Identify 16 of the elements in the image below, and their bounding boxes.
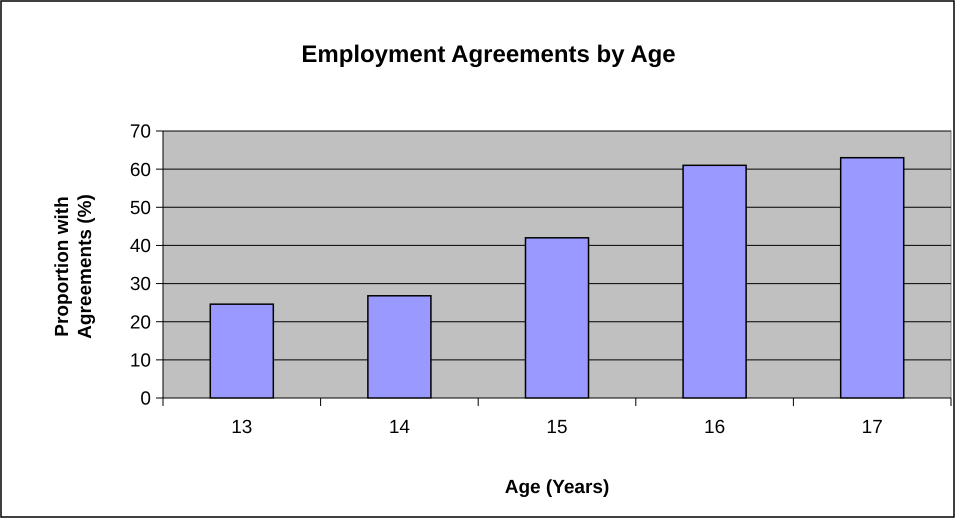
y-tick-label: 10 (130, 350, 151, 372)
x-tick-label: 14 (388, 417, 410, 438)
y-tick-label: 0 (140, 388, 151, 410)
y-tick-label: 70 (130, 122, 151, 143)
x-axis-title: Age (Years) (504, 477, 610, 498)
x-tick-label: 15 (546, 417, 568, 438)
x-tick-label: 13 (231, 417, 252, 438)
x-tick-label: 16 (704, 417, 726, 438)
y-tick-label: 40 (130, 236, 151, 258)
y-tick-label: 50 (130, 198, 151, 219)
y-tick-label: 60 (130, 160, 151, 181)
y-tick-label: 20 (130, 312, 151, 334)
y-axis-title: Proportion with Agreements (%) (52, 194, 96, 339)
x-tick-label: 17 (862, 417, 883, 438)
y-tick-label: 30 (130, 274, 151, 296)
chart-title: Employment Agreements by Age (301, 41, 676, 68)
